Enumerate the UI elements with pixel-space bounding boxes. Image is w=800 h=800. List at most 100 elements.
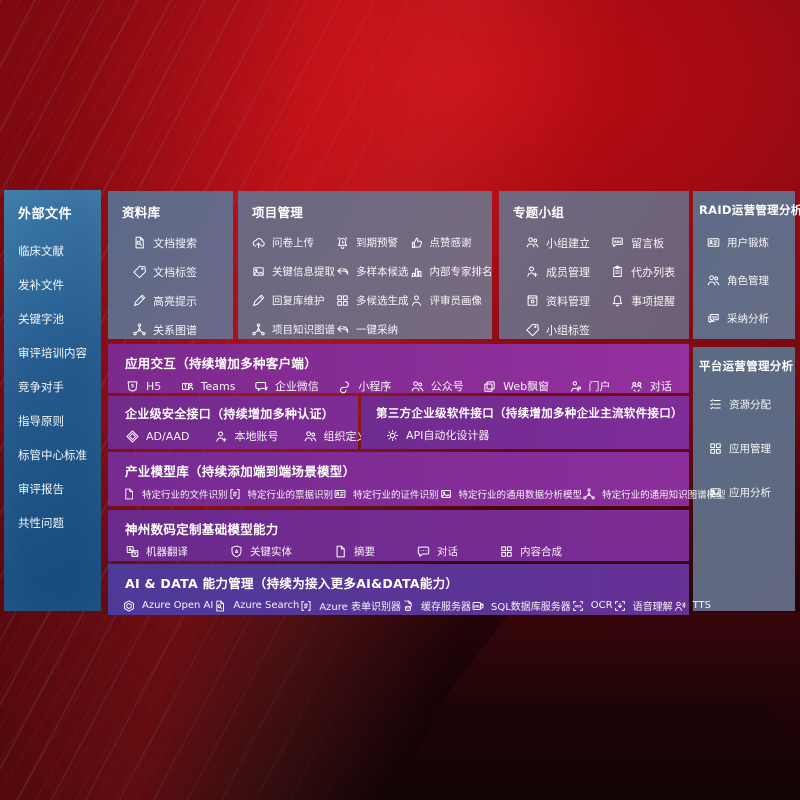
openai-item: Azure Open AI: [122, 599, 213, 613]
item-label: 共性问题: [18, 516, 64, 530]
grid-icon: [335, 293, 350, 308]
doc-item: 特定行业的文件识别: [122, 487, 228, 501]
frame-doc-item: 关键信息提取: [251, 257, 335, 286]
base-model-items: A 文机器翻译 A 关键实体 摘要 对话 内容合成: [108, 544, 689, 559]
item-label: Azure Search: [233, 600, 300, 611]
panel-title: RAID运营管理分析: [699, 203, 800, 217]
clipboard-item: 代办列表: [610, 257, 689, 286]
mini-program-icon: [337, 379, 352, 394]
architecture-diagram: 外部文件 临床文献 发补文件 关键字池 审评培训内容 竞争对手 指导原则 标管中心标准 审评报…: [4, 190, 800, 616]
thirdparty-items: API自动化设计器: [361, 427, 689, 443]
svg-text:SQL: SQL: [473, 604, 480, 608]
item-label: 本地账号: [234, 430, 279, 443]
frame-doc-item: 特定行业的通用数据分析模型: [439, 487, 583, 501]
highlight-pen-item: 回复库维护: [251, 286, 335, 315]
item-label: 小组标签: [546, 323, 590, 337]
panel-title: 外部文件: [18, 207, 73, 222]
item-label: 高亮提示: [153, 294, 197, 308]
id-card-icon: [706, 235, 721, 250]
item-label: 临床文献: [18, 244, 64, 258]
svg-text:QA: QA: [712, 315, 718, 319]
item-label: 关键实体: [250, 546, 292, 558]
item-label: 标管中心标准: [18, 448, 87, 462]
item-label: 项目知识图谱: [272, 324, 335, 336]
wechat-work-item: 企业微信: [254, 378, 319, 394]
item-label: 到期预警: [356, 237, 398, 249]
highlight-pen-item: 高亮提示: [132, 286, 233, 315]
cache-server-icon: [401, 599, 415, 613]
h5-icon: 5: [125, 379, 140, 394]
people-item: 小组建立: [525, 228, 610, 257]
row-app-interaction: 应用交互（持续增加多种客户端） 5 H5 T Teams 企业微信 小程序 公众号 Web飘窗…: [108, 344, 689, 393]
item-label: 文档搜索: [153, 236, 197, 250]
item-label: 留言板: [631, 236, 665, 250]
person-item: 评审员画像: [409, 286, 493, 315]
list-item: 标管中心标准: [18, 438, 95, 472]
tag-icon: [525, 322, 540, 337]
teams-icon: T: [180, 379, 195, 394]
person-icon: [409, 293, 424, 308]
alarm-item: 到期预警: [335, 228, 409, 257]
list-item: 竞争对手: [18, 370, 95, 404]
bell-item: 事项提醒: [610, 286, 689, 315]
grid-item: 应用管理: [708, 426, 795, 470]
item-label: 事项提醒: [631, 294, 676, 308]
tag-icon: [132, 264, 147, 279]
alarm-icon: [335, 235, 350, 250]
item-label: 语音理解: [632, 602, 673, 613]
row-industry-models: 产业模型库（持续添加端到端场景模型） 特定行业的文件识别 特定行业的票据识别 特定行…: [108, 452, 726, 506]
item-label: OCR: [590, 600, 613, 611]
panel-title: 平台运营管理分析: [699, 359, 794, 373]
portal-icon: [568, 379, 583, 394]
row-title: 神州数码定制基础模型能力: [125, 522, 279, 537]
item-label: 资源分配: [729, 398, 771, 411]
item-label: 问卷上传: [272, 237, 314, 249]
item-label: TTS: [692, 600, 711, 611]
gear-item: API自动化设计器: [385, 427, 489, 443]
graph-icon: [132, 322, 147, 337]
item-label: 特定行业的证件识别: [353, 490, 439, 501]
graph-item: 关系图谱: [132, 315, 233, 344]
item-label: 竞争对手: [18, 380, 64, 394]
list-item: 关键字池: [18, 302, 95, 336]
thumb-up-item: 点赞感谢: [409, 228, 493, 257]
translate-item: A 文机器翻译: [125, 544, 188, 559]
tts-item: TTS: [673, 599, 711, 613]
panel-title: 专题小组: [513, 205, 565, 220]
item-label: 企业微信: [274, 380, 319, 393]
item-label: 特定行业的通用数据分析模型: [458, 490, 583, 501]
ocr-icon: OCR: [571, 599, 585, 613]
item-label: 机器翻译: [146, 546, 188, 558]
groups-items: 小组建立 BBS 留言板 成员管理 代办列表 资料管理 事项提醒 小组标签: [499, 228, 689, 344]
item-label: Azure Open AI: [142, 600, 214, 611]
person-add-icon: [214, 429, 229, 444]
id-card-icon: [333, 487, 347, 501]
item-label: 小组建立: [546, 236, 590, 250]
frame-doc-icon: [251, 264, 266, 279]
people-item: 公众号: [410, 378, 464, 394]
item-label: Teams: [200, 379, 236, 393]
item-label: 应用分析: [729, 486, 771, 499]
id-card-item: 用户锻炼: [706, 223, 795, 261]
people-icon: [525, 235, 540, 250]
row-security-interface: 企业级安全接口（持续增加多种认证） AD/AAD 本地账号 组织定义: [108, 396, 368, 449]
item-label: 内容合成: [520, 546, 562, 558]
item-label: Web飘窗: [503, 380, 550, 393]
grid-item: 内容合成: [499, 544, 562, 559]
item-label: 关系图谱: [153, 323, 197, 337]
list-item: 共性问题: [18, 506, 95, 540]
svg-text:BBS: BBS: [614, 240, 622, 244]
security-items: AD/AAD 本地账号 组织定义: [108, 428, 368, 444]
row-title: 企业级安全接口（持续增加多种认证）: [125, 407, 335, 421]
graph-item: 特定行业的通用知识图谱模型: [582, 487, 726, 501]
wechat-work-icon: [254, 379, 269, 394]
shield-a-icon: A: [229, 544, 244, 559]
project-items: 问卷上传 到期预警 点赞感谢 关键信息提取 多样本候选 内部专家排名 回复库维护 多候选生成 评…: [238, 228, 493, 344]
item-label: 特定行业的票据识别: [247, 490, 334, 501]
cache-server-item: 缓存服务器: [401, 598, 471, 613]
item-label: 用户锻炼: [727, 236, 769, 249]
diamond-item: AD/AAD: [125, 429, 190, 444]
bbs-icon: BBS: [610, 235, 625, 250]
h5-item: 5 H5: [125, 379, 161, 394]
ai-data-items: Azure Open AI Azure Search Azure 表单识别器 缓存服务…: [108, 598, 711, 613]
